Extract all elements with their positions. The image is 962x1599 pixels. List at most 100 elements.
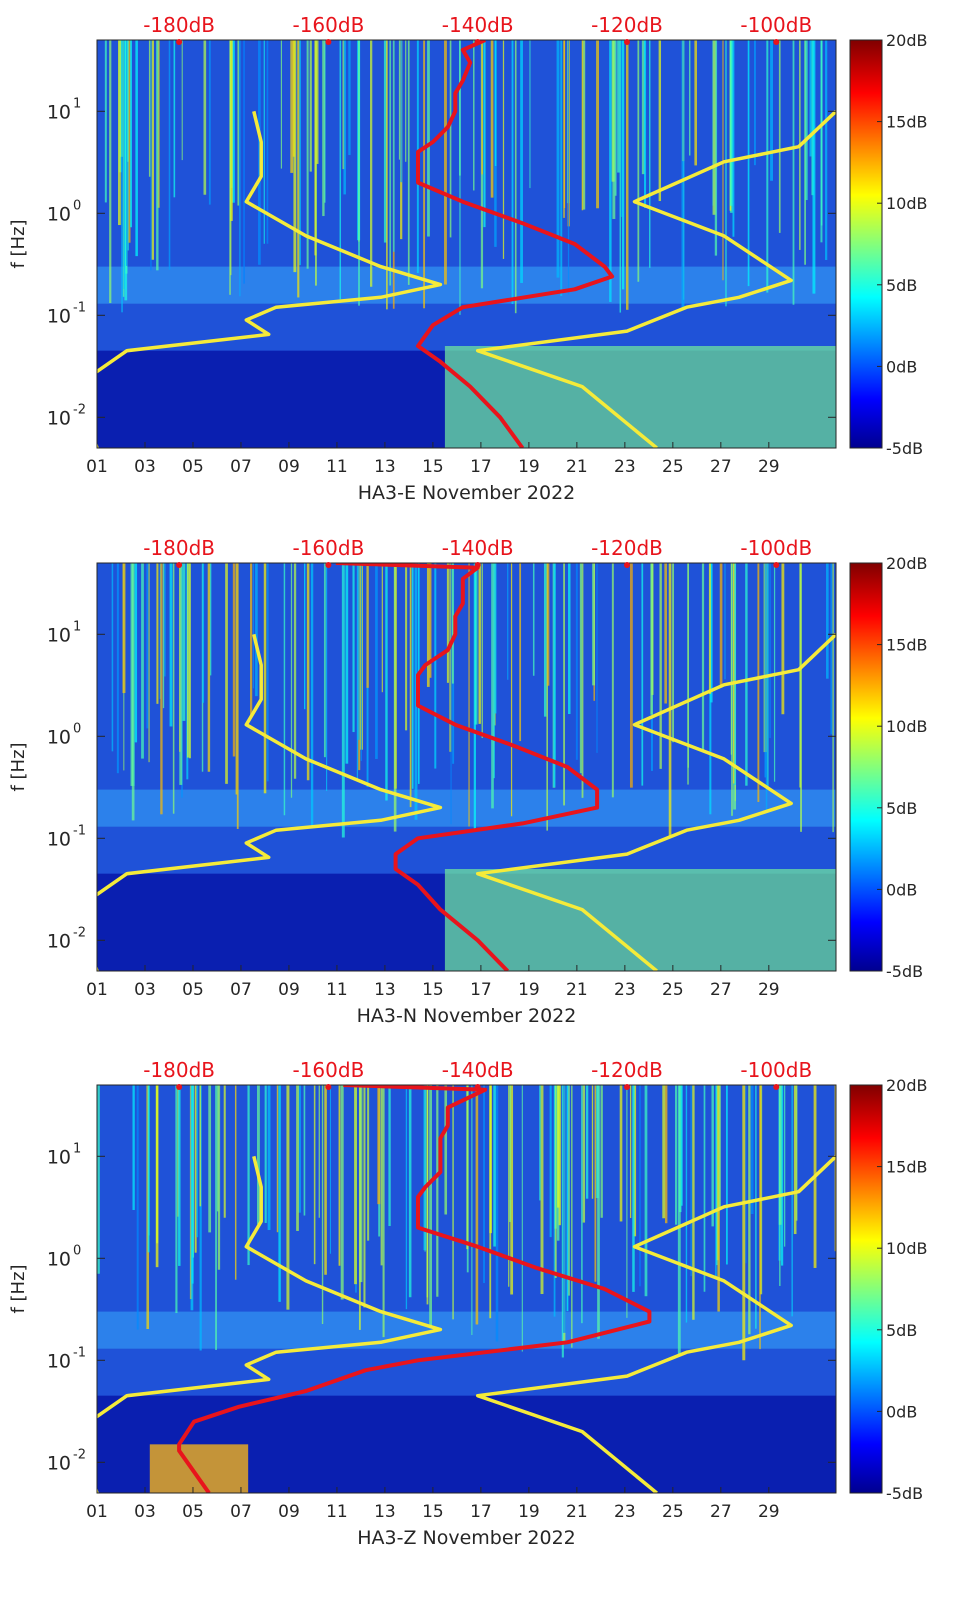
spectrogram-streak [264, 1085, 267, 1223]
spectrogram-streak [160, 563, 163, 815]
spectrogram-streak [795, 1085, 798, 1221]
spectrogram-streak [255, 563, 258, 697]
spectrogram-streak [423, 40, 426, 309]
spectrogram-streak [156, 40, 159, 271]
spectrogram-streak [493, 1085, 496, 1247]
spectrogram-streak [97, 1085, 100, 1274]
spectrogram-streak [766, 40, 769, 293]
spectrogram-streak [560, 40, 563, 296]
spectrogram-streak [596, 563, 598, 753]
spectrogram-streak [556, 40, 560, 278]
top-tick-mark [325, 1084, 332, 1090]
top-db-tick-label: -160dB [292, 536, 364, 560]
spectrogram-streak [329, 1085, 331, 1254]
x-tick-label: 17 [470, 1502, 492, 1522]
spectrogram-streak [130, 40, 132, 228]
spectrogram-streak [450, 563, 452, 825]
spectrogram-streak [468, 563, 470, 827]
colorbar-tick-label: 15dB [886, 636, 928, 655]
colorbar-tick-label: 5dB [886, 1321, 917, 1340]
x-axis-label: HA3-N November 2022 [357, 1005, 577, 1027]
y-tick-exponent: 0 [73, 721, 81, 736]
spectrogram-streak [229, 40, 233, 221]
spectrogram-streak [303, 1085, 306, 1216]
spectrogram-streak [765, 563, 768, 812]
spectrogram-streak [581, 563, 584, 798]
spectrogram-streak [405, 563, 408, 731]
spectrogram-streak [367, 1085, 370, 1241]
spectrogram-streak [405, 1085, 408, 1310]
spectrogram-streak [644, 1085, 648, 1297]
spectrogram-streak [641, 563, 644, 786]
x-tick-label: 13 [374, 980, 396, 1000]
y-tick-label: 10 [47, 101, 71, 123]
top-db-tick-label: -100dB [740, 1058, 812, 1082]
spectrogram-streak [405, 40, 407, 162]
spectrogram-streak [729, 40, 733, 206]
colorbar-tick-label: 15dB [886, 1158, 928, 1177]
spectrogram-streak [237, 40, 240, 206]
spectrogram-streak [408, 1085, 412, 1298]
spectrogram-streak [323, 563, 326, 758]
spectrogram-streak [685, 1085, 688, 1323]
x-tick-label: 09 [278, 980, 300, 1000]
top-tick-mark [176, 1084, 183, 1090]
spectrogram-streak [781, 563, 785, 715]
spectrogram-streak [318, 1085, 320, 1218]
spectrogram-streak [664, 1085, 668, 1224]
spectrogram-streak [547, 563, 550, 686]
spectrogram-streak [632, 1085, 635, 1292]
spectrogram-streak [494, 563, 497, 714]
x-tick-label: 11 [326, 980, 348, 1000]
colorbar [849, 39, 883, 449]
spectrogram-streak [674, 1085, 678, 1225]
spectrogram-streak [591, 1085, 594, 1199]
spectrogram-streak [556, 1085, 560, 1208]
spectrogram-streak [507, 563, 509, 680]
spectrogram-streak [232, 40, 235, 203]
y-tick-label: 10 [47, 305, 71, 327]
spectrogram-streak [424, 1085, 426, 1252]
x-tick-label: 27 [710, 457, 732, 477]
spectrogram-streak [232, 563, 236, 757]
plot-frame [96, 1084, 837, 1494]
colorbar-tick-label: 20dB [886, 31, 928, 50]
spectrogram-streak [150, 40, 152, 271]
y-tick-label: 10 [47, 203, 71, 225]
colorbar-tick-label: 0dB [886, 1402, 917, 1421]
spectrogram-streak [451, 563, 454, 684]
spectrogram-streak [708, 563, 711, 694]
spectrogram-streak [662, 1085, 666, 1219]
microseism-band [97, 266, 836, 304]
top-tick-mark [325, 562, 332, 568]
microseism-band [97, 1311, 836, 1349]
x-tick-label: 05 [182, 1502, 204, 1522]
x-tick-label: 01 [86, 457, 108, 477]
x-tick-label: 03 [134, 1502, 156, 1522]
spectrogram-streak [712, 40, 716, 215]
colorbar-tick-label: 0dB [886, 357, 917, 376]
y-tick-label: 10 [47, 726, 71, 748]
spectrogram-streak [731, 563, 733, 816]
spectrogram-streak [179, 563, 181, 752]
spectrogram-streak [429, 563, 432, 678]
spectrogram-streak [280, 40, 283, 169]
spectrogram-streak [290, 563, 293, 798]
spectrogram-streak [366, 563, 369, 688]
spectrogram-streak [148, 563, 150, 763]
spectrogram-streak [489, 1085, 493, 1234]
series-line-yellow-noise-model-high [475, 633, 836, 971]
spectrogram-streak [491, 563, 494, 809]
x-tick-label: 15 [422, 1502, 444, 1522]
spectrogram-streak [216, 1085, 219, 1212]
spectrogram-streak [812, 40, 816, 294]
colorbar-tick-label: 20dB [886, 1076, 928, 1095]
series-line-red-PSD [416, 40, 615, 448]
spectrogram-streak [734, 563, 736, 785]
spectrogram-streak [466, 1085, 469, 1250]
colorbar-tick-label: 10dB [886, 717, 928, 736]
top-tick-mark [623, 562, 630, 568]
spectrogram-streak [680, 1085, 683, 1206]
spectrogram-streak [407, 40, 410, 285]
spectrogram-streak [207, 563, 211, 772]
